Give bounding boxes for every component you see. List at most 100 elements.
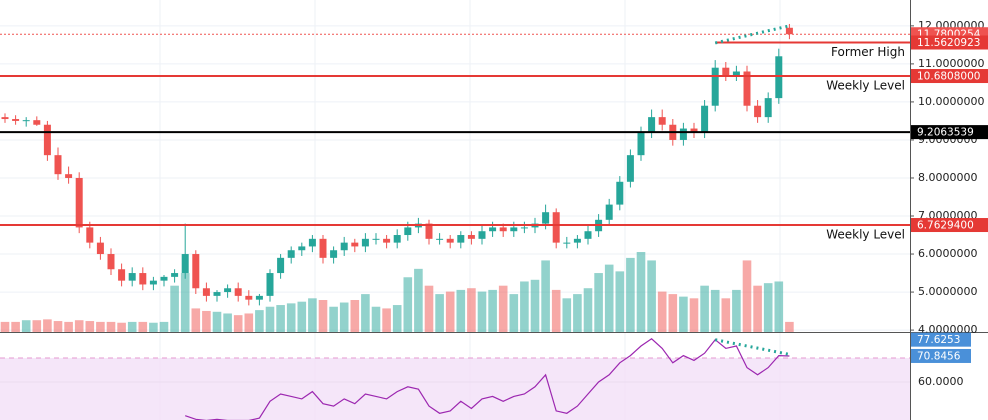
candle-body <box>648 117 656 133</box>
level-label: 9.2063539 <box>917 127 974 139</box>
volume-bar <box>689 298 699 332</box>
candle-body <box>86 227 94 243</box>
volume-bar <box>21 320 31 332</box>
candle-body <box>107 254 115 270</box>
trendline <box>714 24 790 45</box>
candle-body <box>255 295 263 300</box>
candle-body <box>96 242 104 255</box>
candle-body <box>308 238 316 247</box>
candle-body <box>542 212 550 224</box>
volume-bar <box>149 322 158 332</box>
candle-body <box>563 242 571 244</box>
candle-body <box>75 177 83 228</box>
candle-body <box>213 292 221 296</box>
rsi-band <box>0 357 910 420</box>
volume-bar <box>679 296 688 332</box>
candle-body <box>22 120 30 122</box>
level-label-box <box>911 218 988 233</box>
volume-bar <box>159 321 169 332</box>
volume-bar <box>74 320 84 332</box>
candle-body <box>181 254 189 274</box>
level-label-box <box>911 125 988 140</box>
volume-bar <box>763 283 773 332</box>
y-tick-label: 6.0000000 <box>918 247 978 260</box>
candle-body <box>764 98 772 118</box>
y-tick-label: 8.0000000 <box>918 171 978 184</box>
volume-bar <box>774 281 784 332</box>
candle-body <box>43 124 51 156</box>
volume-bar <box>403 277 413 332</box>
candle-body <box>711 67 719 106</box>
level-annotation: Weekly Level <box>826 79 905 93</box>
candle-body <box>404 227 412 236</box>
candle-body <box>33 120 41 125</box>
candle-body <box>1 117 9 120</box>
volume-bar <box>710 289 720 332</box>
candle-body <box>637 132 645 156</box>
candle-body <box>224 288 232 293</box>
volume-bar <box>212 311 222 332</box>
volume-bar <box>255 310 264 332</box>
candle-body <box>457 235 465 243</box>
candle-body <box>626 155 634 182</box>
volume-bar <box>657 291 667 332</box>
candle-body <box>754 105 762 118</box>
level-label-box <box>911 69 988 84</box>
volume-bar <box>329 306 338 332</box>
candle-body <box>361 238 369 247</box>
volume-bar <box>467 288 476 332</box>
volume-bar <box>414 268 423 332</box>
level-label: 11.5620923 <box>917 37 980 49</box>
candle-body <box>573 238 581 243</box>
price-pane <box>0 23 794 332</box>
volume-bar <box>583 288 593 332</box>
volume-bar <box>244 313 254 332</box>
volume-bar <box>53 321 63 332</box>
candle-body <box>425 223 433 239</box>
rsi-marker-label: 77.6253 <box>917 334 960 346</box>
candle-body <box>266 273 274 296</box>
volume-bar <box>265 306 275 332</box>
candle-body <box>785 27 793 35</box>
volume-bar <box>445 291 455 332</box>
volume-bar <box>636 252 646 332</box>
volume-bar <box>520 281 529 332</box>
candle-body <box>319 238 327 258</box>
candle-body <box>149 280 157 285</box>
volume-bar <box>138 321 148 332</box>
volume-bar <box>180 273 190 332</box>
candle-body <box>351 242 359 247</box>
volume-bar <box>785 321 794 332</box>
candle-body <box>330 250 338 258</box>
volume-bar <box>339 302 349 332</box>
candle-body <box>605 204 613 220</box>
candle-body <box>679 128 687 140</box>
rsi-marker-box <box>911 332 971 347</box>
y-tick-label: 11.0000000 <box>918 57 984 70</box>
rsi-marker-box <box>911 348 971 363</box>
candle-body <box>478 231 486 239</box>
candle-body <box>118 269 126 281</box>
candle-body <box>520 227 528 229</box>
volume-bar <box>562 298 572 332</box>
volume-bar <box>477 291 487 332</box>
candle-body <box>202 288 210 296</box>
volume-bar <box>297 301 307 332</box>
level-label: 6.7629400 <box>917 220 974 232</box>
volume-bar <box>286 303 296 332</box>
y-tick-label: 10.0000000 <box>918 95 984 108</box>
candle-body <box>245 295 253 300</box>
volume-bar <box>106 321 116 332</box>
candle-body <box>372 238 380 240</box>
volume-bar <box>668 294 678 332</box>
candle-body <box>732 71 740 76</box>
candle-body <box>584 231 592 239</box>
volume-bar <box>85 321 95 332</box>
rsi-tick-label: 60.0000 <box>918 375 964 388</box>
candle-body <box>128 273 136 281</box>
volume-bar <box>615 271 625 332</box>
level-annotation: Weekly Level <box>826 228 905 242</box>
candle-body <box>446 238 454 243</box>
candle-body <box>436 238 444 240</box>
